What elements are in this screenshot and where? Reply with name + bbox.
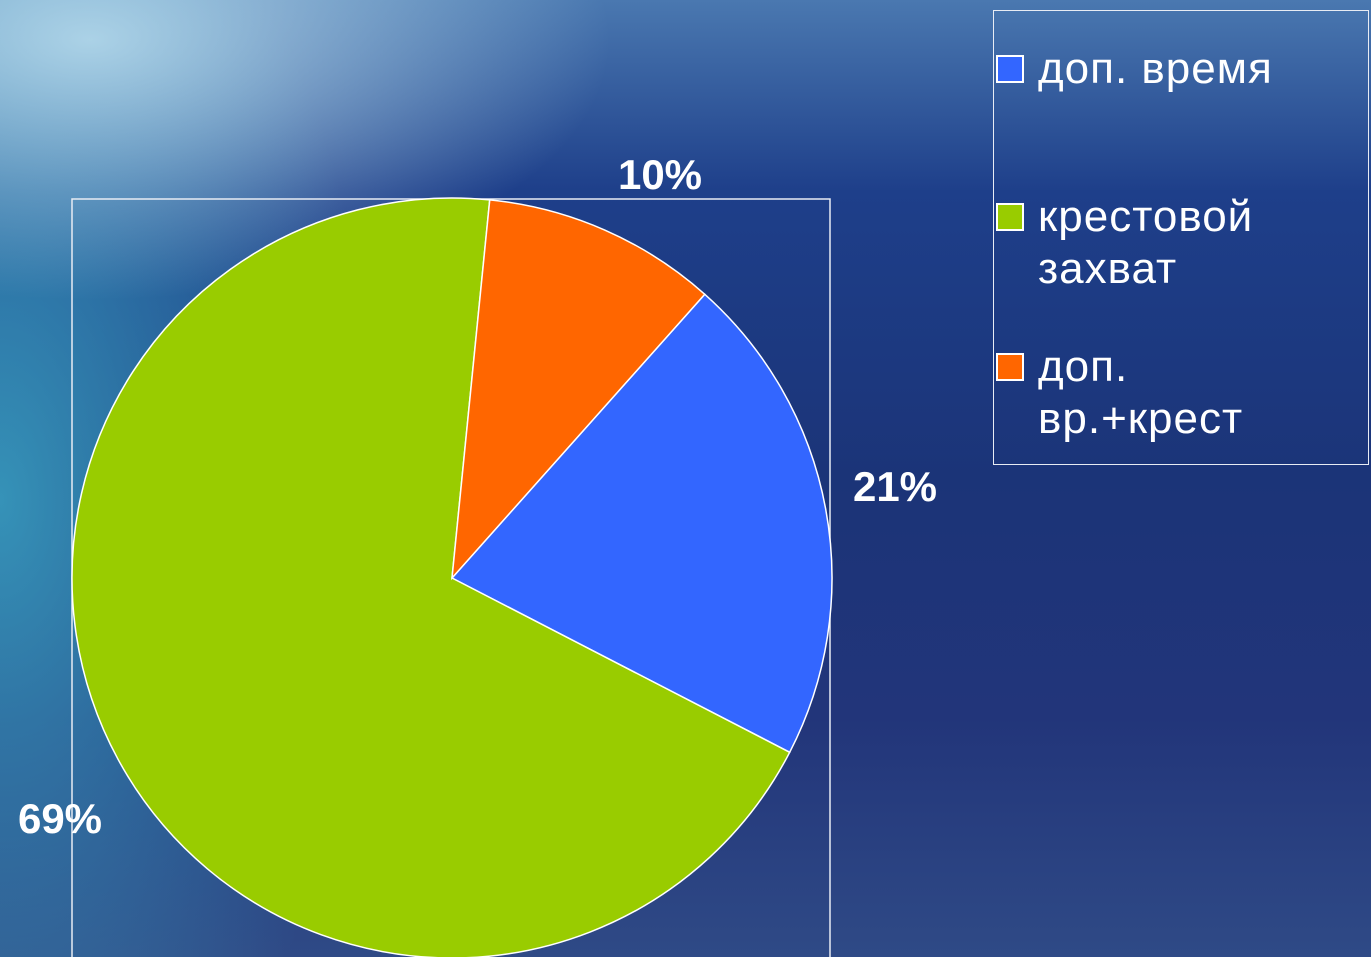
data-label: 69% [18,795,102,842]
legend-swatch [996,55,1024,83]
legend-label: доп. вр.+крест [1038,342,1243,443]
legend-swatch [996,203,1024,231]
page: 21%69%10% доп. времякрестовой захватдоп.… [0,0,1371,957]
legend-item: доп. время [1038,43,1338,95]
legend-item: крестовой захват [1038,191,1338,295]
data-label: 21% [853,463,937,510]
data-label: 10% [618,151,702,198]
legend-item: доп. вр.+крест [1038,341,1338,445]
legend: доп. время крестовой захват доп. вр.+крест [993,10,1369,465]
legend-label: доп. время [1038,44,1273,93]
legend-swatch [996,353,1024,381]
legend-label: крестовой захват [1038,192,1253,293]
